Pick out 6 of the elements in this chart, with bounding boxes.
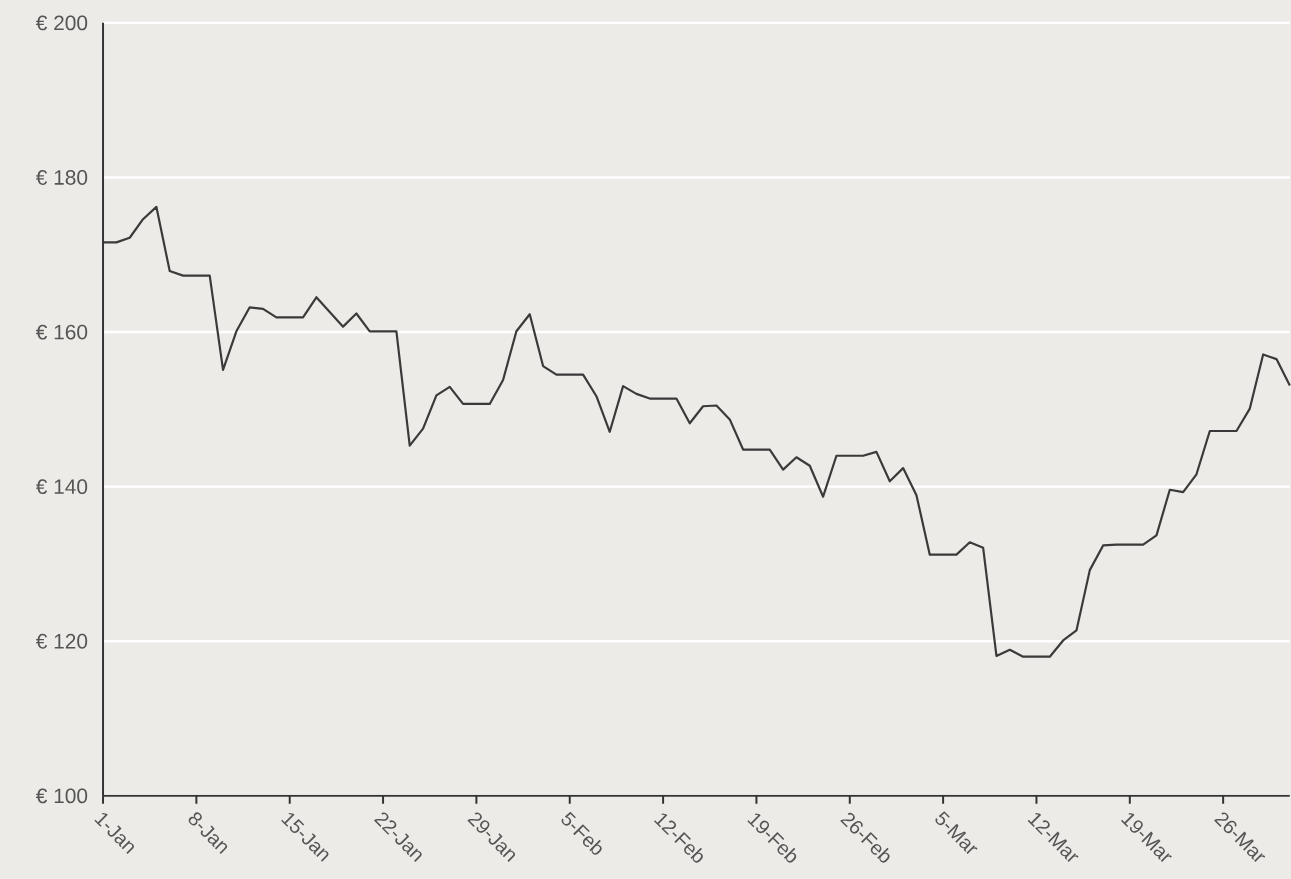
y-tick-label: € 120 [35, 633, 88, 649]
y-tick-label: € 100 [35, 788, 88, 804]
y-tick-label: € 180 [35, 169, 88, 185]
y-tick-label: € 140 [35, 479, 88, 494]
y-tick-label: € 160 [35, 324, 88, 340]
y-tick-label: € 200 [35, 15, 88, 31]
